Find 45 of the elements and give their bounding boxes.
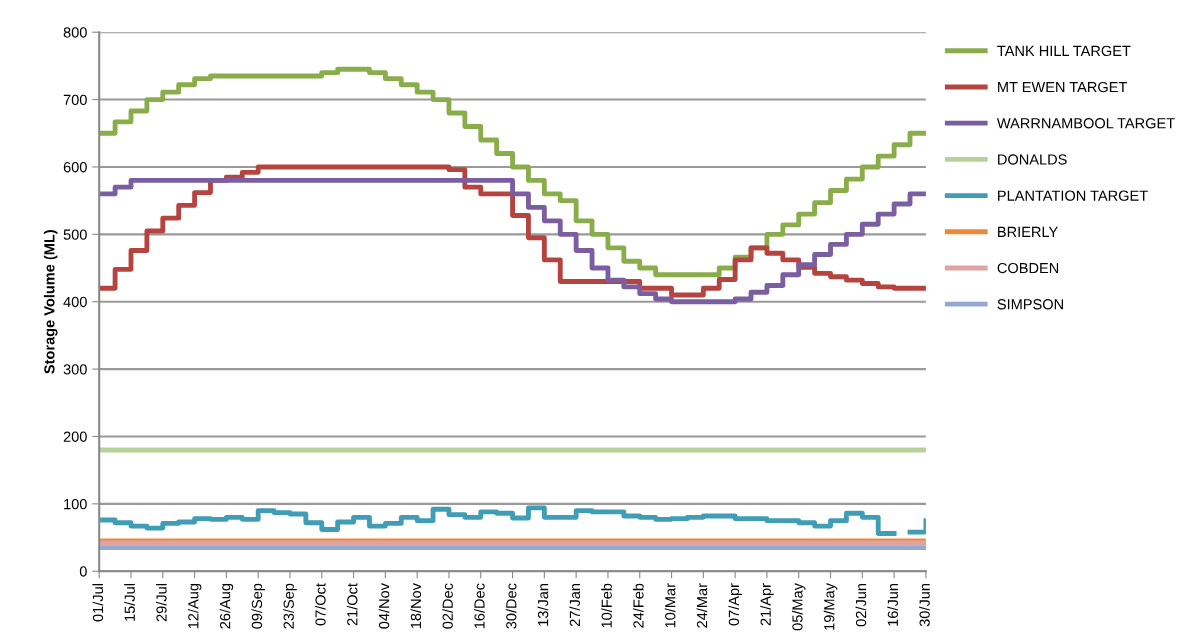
legend-label: COBDEN <box>997 262 1059 274</box>
x-tick-label: 18/Nov <box>410 583 422 629</box>
x-tick-label: 26/Aug <box>219 583 234 629</box>
x-tick-label: 05/May <box>791 583 806 631</box>
x-tick-label: 13/Jan <box>537 583 549 626</box>
y-tick-label: 0 <box>79 566 87 577</box>
x-tick-label: 30/Dec <box>505 583 517 629</box>
y-tick-label: 800 <box>63 27 87 38</box>
x-tick-label: 04/Nov <box>378 583 390 629</box>
x-tick-label: 29/Jul <box>156 584 167 622</box>
legend-label: BRIERLY <box>998 226 1058 237</box>
y-tick-label: 700 <box>63 94 87 106</box>
x-tick-label: 24/Mar <box>696 583 708 628</box>
legend-label: PLANTATION TARGET <box>998 190 1148 201</box>
x-tick-label: 16/Jun <box>887 583 899 626</box>
x-tick-label: 09/Sep <box>251 583 265 629</box>
x-tick-label: 07/Apr <box>728 583 742 626</box>
y-tick-label: 600 <box>63 162 87 173</box>
x-tick-label: 21/Oct <box>346 583 358 626</box>
y-tick-label: 100 <box>64 498 87 510</box>
legend-label: WARRNAMBOOL TARGET <box>996 118 1175 129</box>
x-tick-label: 24/Feb <box>632 583 644 628</box>
legend-label: SIMPSON <box>997 299 1063 310</box>
legend-label: MT EWEN TARGET <box>998 81 1128 93</box>
x-tick-label: 19/May <box>823 583 838 630</box>
x-tick-label: 10/Feb <box>601 583 612 628</box>
y-tick-label: 200 <box>63 431 87 442</box>
x-tick-label: 02/Dec <box>442 583 453 629</box>
y-tick-label: 300 <box>63 364 87 375</box>
x-tick-label: 12/Aug <box>187 583 202 629</box>
x-tick-label: 27/Jan <box>569 583 581 627</box>
y-axis-title: Storage Volume (ML) <box>43 230 58 374</box>
x-tick-label: 01/Jul <box>92 584 104 622</box>
x-tick-label: 10/Mar <box>664 583 676 628</box>
x-tick-label: 23/Sep <box>283 583 297 629</box>
x-tick-label: 15/Jul <box>124 584 135 621</box>
y-tick-label: 500 <box>63 229 87 240</box>
x-tick-label: 02/Jun <box>855 583 867 627</box>
x-tick-label: 16/Dec <box>473 583 485 629</box>
x-tick-label: 30/Jun <box>919 583 930 627</box>
x-tick-label: 07/Oct <box>314 583 326 626</box>
legend-label: TANK HILL TARGET <box>997 45 1131 57</box>
y-tick-label: 400 <box>63 296 87 308</box>
legend-label: DONALDS <box>998 154 1067 165</box>
x-tick-label: 21/Apr <box>760 583 774 626</box>
